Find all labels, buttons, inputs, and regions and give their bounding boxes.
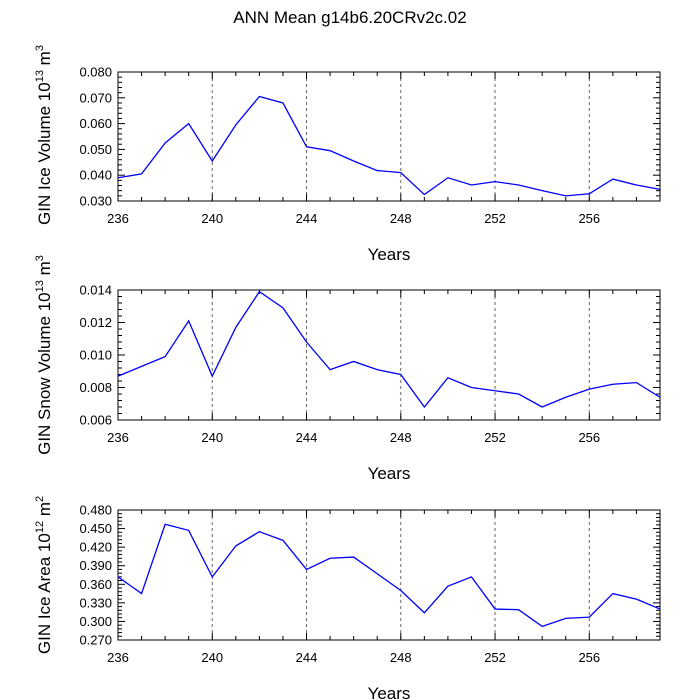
y-tick-label: 0.012 [79,315,112,330]
y-axis-label-superscript: 13 [34,280,46,292]
x-axis-label: Years [368,245,411,264]
plot-frame [117,71,661,202]
chart-panel-1: 236 240 244 248 252 256 0.030 0.040 0.050 0.060 0.… [34,45,661,264]
chart-panel-3: 236 240 244 248 252 256 0.270 0.300 0.330 0.360 0.… [34,496,661,700]
x-tick-label: 240 [201,430,223,445]
x-tick-label: 236 [107,430,129,445]
x-tick-label: 252 [484,430,506,445]
y-tick-label: 0.300 [79,614,112,629]
x-axis-label: Years [368,684,411,700]
y-tick-label: 0.390 [79,558,112,573]
y-axis-label-text: m [35,51,54,70]
x-tick-label: 236 [107,650,129,665]
y-tick-label: 0.008 [79,380,112,395]
x-tick-label: 244 [296,211,318,226]
y-tick-label: 0.330 [79,595,112,610]
y-axis-label: GIN Ice Area 1012 m2 [34,496,54,654]
x-tick-label: 236 [107,211,129,226]
x-tick-label: 248 [390,211,412,226]
y-axis-label-superscript: 13 [34,70,46,82]
series-line [117,95,661,197]
y-tick-label: 0.070 [79,90,112,105]
plot-frame [117,289,661,421]
y-tick-label: 0.030 [79,194,112,209]
y-tick-label: 0.270 [79,633,112,648]
series-line [117,290,661,409]
y-axis-label-superscript: 3 [34,255,46,261]
y-tick-label: 0.010 [79,348,112,363]
y-tick-label: 0.080 [79,65,112,80]
y-axis-label-text: m [35,502,54,521]
y-tick-label: 0.014 [79,283,112,298]
x-tick-label: 256 [578,650,600,665]
x-tick-label: 240 [201,650,223,665]
plot-frame [117,509,661,641]
y-tick-label: 0.420 [79,540,112,555]
y-axis-label-superscript: 12 [34,521,46,533]
x-tick-label: 248 [390,430,412,445]
x-tick-label: 252 [484,211,506,226]
y-tick-label: 0.050 [79,142,112,157]
y-tick-label: 0.060 [79,116,112,131]
x-axis-label: Years [368,464,411,483]
x-tick-label: 244 [296,430,318,445]
x-tick-label: 256 [578,211,600,226]
y-axis-label-superscript: 2 [34,496,46,502]
y-axis-label-text: m [35,261,54,280]
y-tick-label: 0.480 [79,503,112,518]
y-axis-label-superscript: 3 [34,45,46,51]
y-axis-label-text: GIN Ice Area 10 [35,533,54,654]
x-tick-label: 248 [390,650,412,665]
y-axis-label-text: GIN Ice Volume 10 [35,82,54,225]
x-tick-label: 256 [578,430,600,445]
y-tick-label: 0.360 [79,577,112,592]
chart-panel-2: 236 240 244 248 252 256 0.006 0.008 0.010 0.012 0.… [34,255,661,483]
x-tick-label: 244 [296,650,318,665]
y-axis-label: GIN Ice Volume 1013 m3 [34,45,54,225]
x-tick-label: 252 [484,650,506,665]
y-axis-label-text: GIN Snow Volume 10 [35,292,54,455]
figure-title: ANN Mean g14b6.20CRv2c.02 [233,8,467,27]
series-line [117,523,661,628]
y-tick-label: 0.450 [79,521,112,536]
y-tick-label: 0.006 [79,413,112,428]
y-tick-label: 0.040 [79,168,112,183]
y-axis-label: GIN Snow Volume 1013 m3 [34,255,54,455]
x-tick-label: 240 [201,211,223,226]
